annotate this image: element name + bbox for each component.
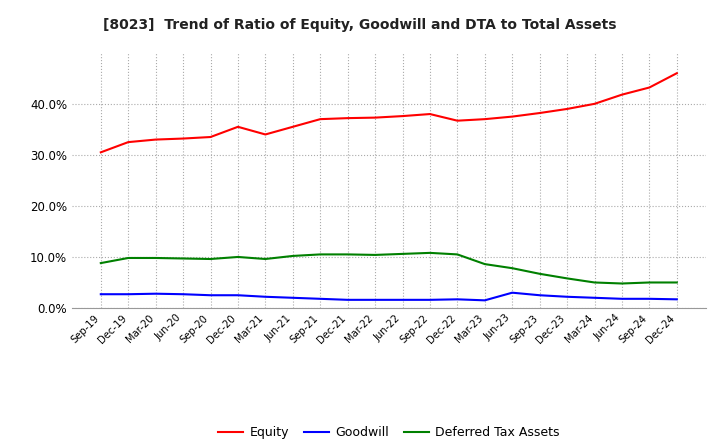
Deferred Tax Assets bbox=[96, 260, 105, 266]
Deferred Tax Assets bbox=[590, 280, 599, 285]
Deferred Tax Assets bbox=[618, 281, 626, 286]
Deferred Tax Assets bbox=[508, 266, 516, 271]
Deferred Tax Assets bbox=[398, 251, 407, 257]
Goodwill bbox=[316, 296, 325, 301]
Line: Deferred Tax Assets: Deferred Tax Assets bbox=[101, 253, 677, 283]
Goodwill bbox=[261, 294, 270, 299]
Deferred Tax Assets bbox=[289, 253, 297, 259]
Equity bbox=[536, 110, 544, 116]
Goodwill bbox=[151, 291, 160, 297]
Deferred Tax Assets bbox=[453, 252, 462, 257]
Goodwill bbox=[179, 292, 187, 297]
Equity bbox=[645, 85, 654, 90]
Equity bbox=[316, 117, 325, 122]
Equity bbox=[508, 114, 516, 119]
Deferred Tax Assets bbox=[536, 271, 544, 276]
Goodwill bbox=[672, 297, 681, 302]
Deferred Tax Assets bbox=[343, 252, 352, 257]
Deferred Tax Assets bbox=[151, 255, 160, 260]
Goodwill bbox=[645, 296, 654, 301]
Equity bbox=[233, 124, 242, 129]
Deferred Tax Assets bbox=[316, 252, 325, 257]
Goodwill bbox=[206, 293, 215, 298]
Line: Equity: Equity bbox=[101, 73, 677, 152]
Equity bbox=[124, 139, 132, 145]
Equity bbox=[480, 117, 489, 122]
Equity bbox=[618, 92, 626, 97]
Equity bbox=[96, 150, 105, 155]
Goodwill bbox=[398, 297, 407, 302]
Goodwill bbox=[124, 292, 132, 297]
Equity bbox=[206, 134, 215, 139]
Deferred Tax Assets bbox=[480, 261, 489, 267]
Equity bbox=[590, 101, 599, 106]
Deferred Tax Assets bbox=[124, 255, 132, 260]
Equity bbox=[261, 132, 270, 137]
Goodwill bbox=[233, 293, 242, 298]
Deferred Tax Assets bbox=[179, 256, 187, 261]
Deferred Tax Assets bbox=[261, 257, 270, 262]
Text: [8023]  Trend of Ratio of Equity, Goodwill and DTA to Total Assets: [8023] Trend of Ratio of Equity, Goodwil… bbox=[103, 18, 617, 32]
Equity bbox=[151, 137, 160, 142]
Deferred Tax Assets bbox=[233, 254, 242, 260]
Deferred Tax Assets bbox=[563, 276, 572, 281]
Deferred Tax Assets bbox=[371, 252, 379, 257]
Equity bbox=[398, 114, 407, 119]
Goodwill bbox=[343, 297, 352, 302]
Goodwill bbox=[96, 292, 105, 297]
Goodwill bbox=[480, 298, 489, 303]
Deferred Tax Assets bbox=[206, 257, 215, 262]
Equity bbox=[672, 70, 681, 76]
Deferred Tax Assets bbox=[672, 280, 681, 285]
Equity bbox=[426, 111, 434, 117]
Goodwill bbox=[563, 294, 572, 299]
Line: Goodwill: Goodwill bbox=[101, 293, 677, 301]
Goodwill bbox=[289, 295, 297, 301]
Goodwill bbox=[508, 290, 516, 295]
Deferred Tax Assets bbox=[426, 250, 434, 256]
Deferred Tax Assets bbox=[645, 280, 654, 285]
Equity bbox=[289, 124, 297, 129]
Equity bbox=[343, 115, 352, 121]
Goodwill bbox=[371, 297, 379, 302]
Goodwill bbox=[618, 296, 626, 301]
Goodwill bbox=[426, 297, 434, 302]
Equity bbox=[179, 136, 187, 141]
Goodwill bbox=[590, 295, 599, 301]
Legend: Equity, Goodwill, Deferred Tax Assets: Equity, Goodwill, Deferred Tax Assets bbox=[213, 422, 564, 440]
Goodwill bbox=[536, 293, 544, 298]
Equity bbox=[371, 115, 379, 120]
Equity bbox=[563, 106, 572, 112]
Goodwill bbox=[453, 297, 462, 302]
Equity bbox=[453, 118, 462, 123]
